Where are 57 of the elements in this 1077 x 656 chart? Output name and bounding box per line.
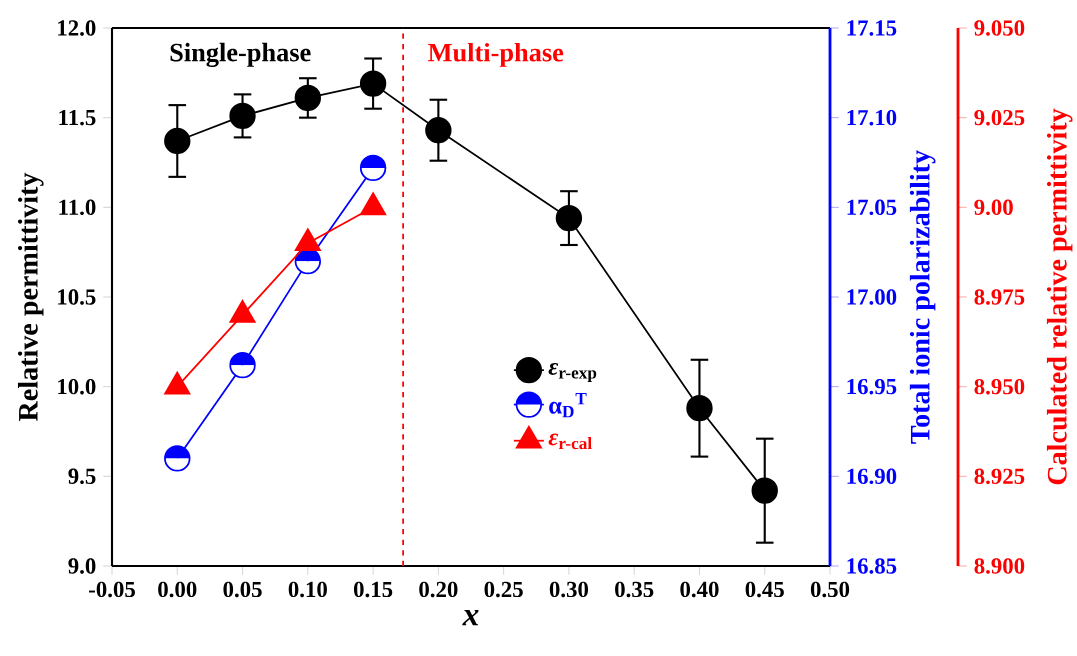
- point: [359, 154, 387, 182]
- y-tick-label: 9.0: [68, 558, 96, 574]
- point: [294, 84, 321, 112]
- annotation: Single-phase: [170, 42, 311, 67]
- point: [229, 102, 256, 130]
- point: [359, 70, 387, 97]
- y2-tick-label: 16.95: [847, 378, 897, 395]
- x-tick-label: 0.25: [484, 581, 523, 598]
- x-tick-label: 0.00: [158, 581, 197, 598]
- x-axis-title: x: [462, 609, 479, 626]
- point: [294, 228, 321, 252]
- legend-label: ε$_{r-exp}$: [548, 363, 597, 383]
- x-tick-label: -0.05: [89, 581, 135, 598]
- legend-label: α$_{D}$T: [549, 393, 587, 418]
- y3-tick-label: 8.975: [974, 289, 1025, 305]
- y2-axis-title: Total ionic polarizability: [909, 150, 936, 444]
- y-tick-label: 10.0: [58, 378, 96, 395]
- point: [229, 300, 256, 323]
- y2-tick-label: 16.90: [847, 468, 897, 485]
- y3-axis-title: Calculated relative permittivity: [1046, 108, 1073, 485]
- y2-tick-label: 17.00: [847, 289, 897, 305]
- point: [751, 477, 778, 504]
- annotation: Multi-phase: [428, 42, 564, 67]
- legend-label: ε$_{r-cal}$: [548, 433, 592, 450]
- y2-tick-label: 17.10: [847, 109, 897, 126]
- point: [164, 127, 191, 155]
- point: [555, 204, 583, 232]
- x-tick-label: 0.30: [549, 581, 589, 598]
- y3-tick-label: 8.925: [974, 468, 1025, 485]
- y3-tick-label: 8.900: [974, 558, 1025, 574]
- point: [164, 371, 191, 395]
- point: [686, 395, 713, 422]
- y2-tick-label: 17.05: [847, 199, 897, 216]
- y-tick-label: 12.0: [58, 20, 96, 36]
- x-tick-label: 0.50: [810, 581, 850, 598]
- y3-tick-label: 9.025: [974, 109, 1025, 126]
- x-tick-label: 0.35: [615, 581, 654, 598]
- y-tick-label: 9.5: [68, 468, 96, 485]
- y-tick-label: 11.0: [59, 199, 96, 216]
- y3-tick-label: 9.050: [974, 20, 1025, 36]
- point: [229, 351, 256, 379]
- point: [164, 445, 191, 472]
- point: [425, 117, 452, 144]
- y3-tick-label: 9.00: [974, 199, 1013, 216]
- x-tick-label: 0.45: [745, 581, 784, 598]
- y-axis-title: Relative permittivity: [17, 172, 44, 422]
- y2-tick-label: 17.15: [847, 20, 897, 36]
- y-tick-label: 10.5: [58, 289, 96, 305]
- x-tick-label: 0.10: [288, 581, 327, 598]
- y3-tick-label: 8.950: [974, 378, 1025, 395]
- point: [360, 192, 387, 216]
- x-tick-label: 0.40: [680, 581, 719, 598]
- x-tick-label: 0.05: [223, 581, 262, 598]
- x-tick-label: 0.20: [419, 581, 458, 598]
- y2-tick-label: 16.85: [847, 558, 897, 574]
- y-tick-label: 11.5: [59, 109, 96, 126]
- x-tick-label: 0.15: [353, 581, 393, 598]
